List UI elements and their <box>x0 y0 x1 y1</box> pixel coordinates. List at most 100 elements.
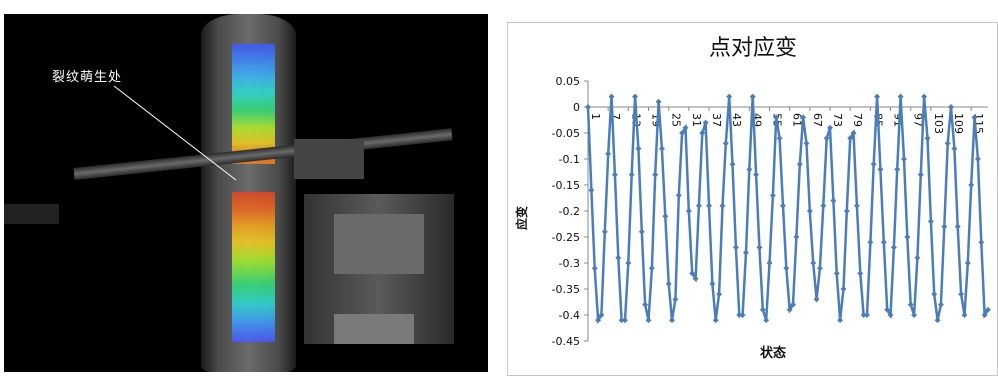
x-tick-label: 7 <box>609 113 622 120</box>
data-point-marker <box>642 301 649 308</box>
data-point-marker <box>790 301 797 308</box>
x-tick-label: 67 <box>811 113 824 127</box>
data-point-marker <box>874 93 881 100</box>
x-tick-label: 73 <box>831 113 844 127</box>
y-tick-label: -0.3 <box>559 257 580 270</box>
data-point-marker <box>958 291 965 298</box>
data-point-marker <box>877 166 884 173</box>
data-point-marker <box>806 208 813 214</box>
data-point-marker <box>907 301 914 308</box>
data-point-marker <box>803 140 810 147</box>
data-point-marker <box>917 171 924 178</box>
data-point-marker <box>658 145 665 152</box>
data-point-marker <box>585 104 591 110</box>
data-point-marker <box>622 317 628 324</box>
data-point-marker <box>746 166 753 173</box>
data-point-marker <box>722 140 729 147</box>
data-point-marker <box>685 208 692 214</box>
series-polyline <box>586 96 990 325</box>
fixture-screw <box>334 314 414 344</box>
chart-svg: 点对应变 0.05 0 -0.05 -0.1 -0.15 -0.2 -0.25 -0.3 -0.… <box>514 36 991 361</box>
data-point-marker <box>837 317 844 324</box>
data-point-marker <box>830 197 837 204</box>
data-point-marker <box>971 114 978 121</box>
data-point-marker <box>652 171 659 178</box>
data-point-marker <box>706 202 712 209</box>
series-line <box>586 96 990 325</box>
data-point-marker <box>911 312 918 318</box>
data-point-marker <box>870 161 877 168</box>
data-point-marker <box>840 286 847 292</box>
data-point-marker <box>699 130 706 136</box>
x-tick-label: 1 <box>589 113 602 120</box>
chart-title: 点对应变 <box>709 36 797 61</box>
data-point-marker <box>867 239 874 246</box>
fixture-block <box>294 139 364 179</box>
data-point-marker <box>638 228 645 235</box>
data-point-marker <box>779 202 786 209</box>
data-point-marker <box>776 135 783 142</box>
data-point-marker <box>625 260 632 266</box>
y-tick-label: -0.15 <box>552 179 580 192</box>
data-point-marker <box>880 239 887 246</box>
data-point-marker <box>726 93 733 100</box>
data-point-marker <box>655 98 662 105</box>
data-point-marker <box>941 223 948 230</box>
data-point-marker <box>783 265 790 272</box>
data-point-marker <box>968 182 975 188</box>
data-point-marker <box>753 171 760 178</box>
data-point-marker <box>921 93 928 100</box>
data-point-marker <box>833 270 840 277</box>
data-point-marker <box>605 150 612 157</box>
crack-initiation-label: 裂纹萌生处 <box>52 70 123 85</box>
strain-map-upper <box>232 44 275 164</box>
data-point-marker <box>769 192 776 199</box>
data-point-marker <box>934 317 941 324</box>
data-point-marker <box>739 312 746 318</box>
data-point-marker <box>860 312 867 318</box>
strain-chart: 点对应变 0.05 0 -0.05 -0.1 -0.15 -0.2 -0.25 -0.3 -0.… <box>507 22 998 376</box>
data-point-marker <box>796 161 803 168</box>
data-point-marker <box>635 145 642 152</box>
data-point-marker <box>843 208 850 214</box>
data-point-marker <box>978 239 985 246</box>
data-point-marker <box>890 244 897 251</box>
data-point-marker <box>948 104 954 110</box>
x-tick-label: 97 <box>912 113 925 127</box>
data-point-marker <box>615 254 622 261</box>
data-point-marker <box>719 202 726 209</box>
data-point-marker <box>732 244 739 251</box>
data-point-marker <box>608 93 615 100</box>
x-tick-label: 37 <box>710 113 723 127</box>
strain-map-lower <box>232 192 275 342</box>
data-point-marker <box>974 156 981 162</box>
data-point-marker <box>857 270 864 277</box>
data-point-marker <box>716 291 723 298</box>
data-point-marker <box>827 124 833 131</box>
x-tick-label: 43 <box>730 113 743 127</box>
x-tick-label: 103 <box>932 113 945 134</box>
data-point-marker <box>743 249 749 256</box>
data-point-marker <box>749 93 756 100</box>
x-tick-label: 31 <box>690 113 703 127</box>
data-point-marker <box>695 202 702 209</box>
y-axis-label: 应变 <box>514 206 529 230</box>
data-point-marker <box>665 280 672 287</box>
data-point-marker <box>810 260 817 266</box>
data-point-marker <box>766 260 773 266</box>
data-point-marker <box>951 145 958 152</box>
data-point-marker <box>773 114 780 121</box>
data-point-marker <box>904 234 911 240</box>
data-point-marker <box>628 171 635 178</box>
y-tick-label: -0.35 <box>552 283 580 296</box>
data-point-marker <box>944 140 951 147</box>
specimen-photo: 裂纹萌生处 <box>4 14 488 372</box>
y-tick-label: -0.4 <box>559 309 580 322</box>
data-point-marker <box>712 317 719 324</box>
data-point-marker <box>813 296 820 303</box>
y-tick-label: -0.25 <box>552 231 580 244</box>
data-point-marker <box>709 280 716 287</box>
data-point-marker <box>816 265 823 272</box>
y-tick-label: 0 <box>573 101 580 114</box>
crack-pointer-line <box>113 85 237 181</box>
